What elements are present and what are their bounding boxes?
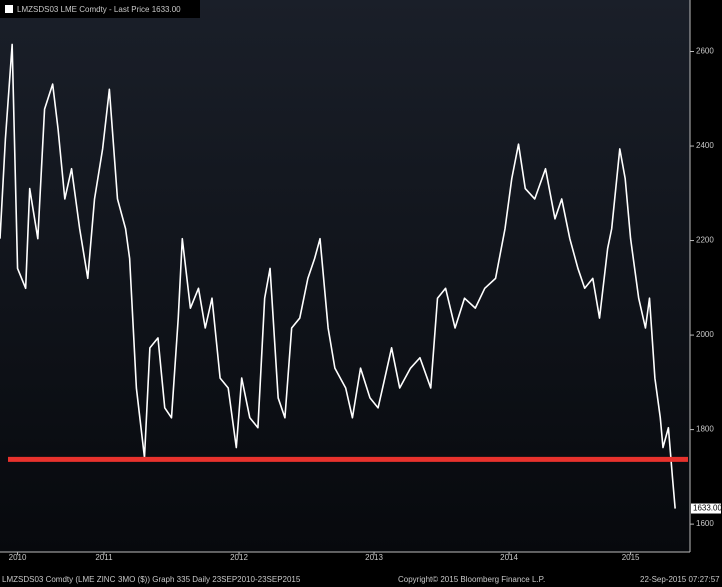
y-tick-label: 2400 <box>696 141 714 150</box>
y-tick-label: 1800 <box>696 425 714 434</box>
footer-text: 22-Sep-2015 07:27:57 <box>640 575 720 584</box>
x-tick-label: 2011 <box>95 553 113 562</box>
y-tick-label: 1600 <box>696 519 714 528</box>
x-tick-label: 2010 <box>9 553 27 562</box>
chart-title: LMZSDS03 LME Comdty - Last Price 1633.00 <box>17 5 181 14</box>
footer-text: LMZSDS03 Comdty (LME ZINC <box>2 575 116 584</box>
x-tick-label: 2013 <box>365 553 383 562</box>
x-tick-label: 2015 <box>622 553 640 562</box>
y-tick-label: 2600 <box>696 47 714 56</box>
last-price-label: 1633.00 <box>693 504 722 513</box>
y-tick-label: 2000 <box>696 330 714 339</box>
x-tick-label: 2012 <box>230 553 248 562</box>
last-price-box <box>691 503 721 514</box>
x-tick-label: 2014 <box>500 553 518 562</box>
plot-area <box>0 0 690 552</box>
y-tick-label: 2200 <box>696 236 714 245</box>
title-box <box>0 0 200 18</box>
price-line <box>0 43 676 509</box>
footer-text: Copyright© 2015 Bloomberg Finance L.P. <box>398 575 545 584</box>
footer-text: 3MO ($)) Graph 335 Daily 23SEP2010-23SEP… <box>118 575 301 584</box>
legend-swatch <box>5 5 13 13</box>
